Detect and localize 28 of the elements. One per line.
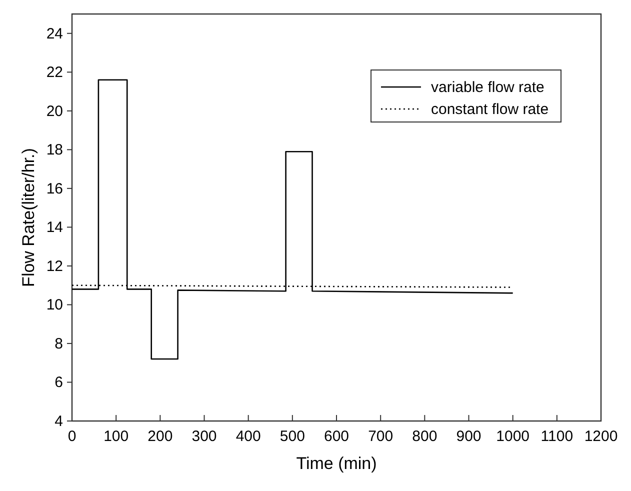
x-tick-label: 400 xyxy=(236,428,261,445)
x-tick-label: 800 xyxy=(412,428,438,445)
x-tick-label: 100 xyxy=(104,428,129,445)
y-axis-title: Flow Rate(liter/hr.) xyxy=(19,148,38,287)
y-tick-label: 4 xyxy=(54,413,63,430)
y-tick-label: 18 xyxy=(46,142,63,159)
y-tick-label: 22 xyxy=(46,64,63,82)
y-tick-label: 10 xyxy=(46,296,63,314)
y-tick-label: 20 xyxy=(46,102,63,120)
y-tick-label: 8 xyxy=(54,335,63,352)
y-tick-label: 24 xyxy=(46,25,63,42)
legend-label: variable flow rate xyxy=(431,79,544,96)
x-tick-label: 1000 xyxy=(496,428,530,445)
x-tick-label: 300 xyxy=(192,428,217,445)
x-axis-title: Time (min) xyxy=(296,454,377,473)
x-tick-label: 1200 xyxy=(584,428,618,445)
y-tick-label: 12 xyxy=(46,258,63,275)
x-tick-label: 700 xyxy=(368,428,394,445)
x-tick-label: 0 xyxy=(68,428,76,445)
x-tick-label: 900 xyxy=(456,428,482,445)
x-tick-label: 500 xyxy=(280,428,305,445)
x-tick-label: 1100 xyxy=(540,428,574,445)
y-tick-label: 6 xyxy=(54,374,63,392)
x-tick-label: 600 xyxy=(324,428,350,445)
y-tick-label: 16 xyxy=(46,180,63,198)
legend-label: constant flow rate xyxy=(431,101,549,118)
x-tick-label: 200 xyxy=(148,428,173,445)
y-tick-label: 14 xyxy=(46,219,63,236)
